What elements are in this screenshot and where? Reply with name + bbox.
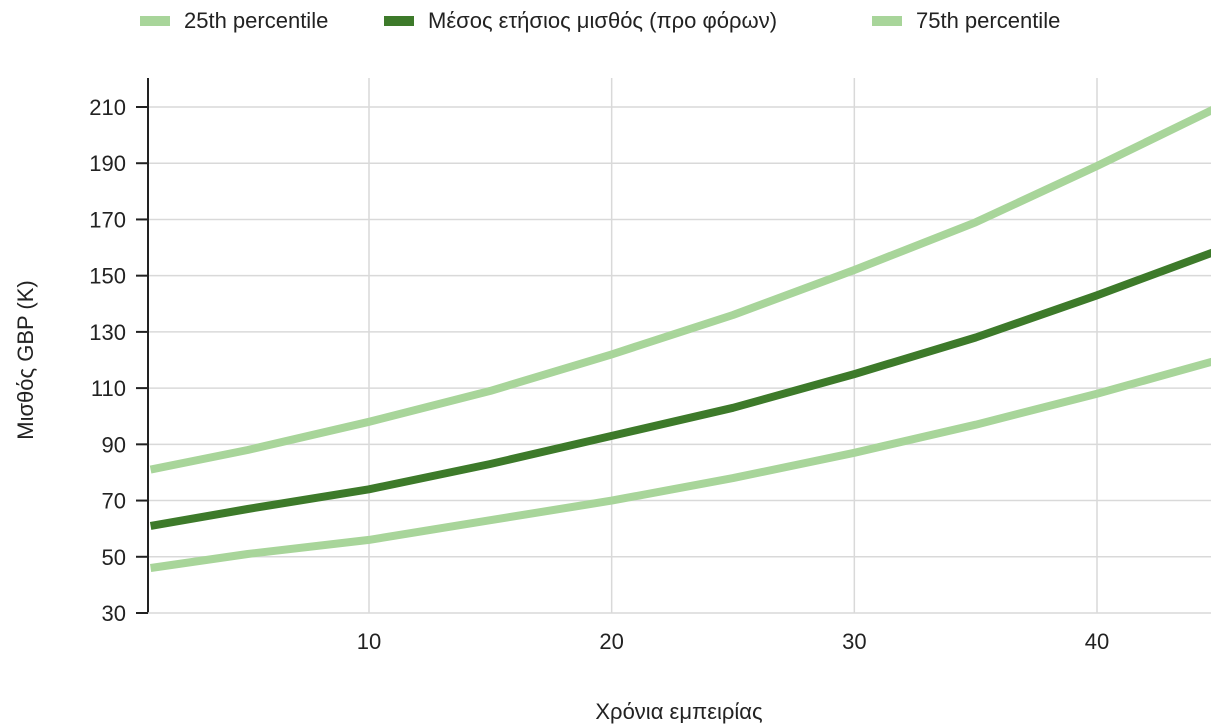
legend-label-75th: 75th percentile <box>916 8 1061 33</box>
y-tick-label: 90 <box>102 432 126 457</box>
axes: 30 50 70 90 110 130 150 170 190 210 10 20 30 40 <box>89 78 1211 654</box>
x-tick-label: 40 <box>1085 629 1109 654</box>
y-tick-label: 30 <box>102 601 126 626</box>
y-tick-label: 70 <box>102 489 126 514</box>
legend-item-25th: 25th percentile <box>140 6 328 36</box>
legend-label-mean: Μέσος ετήσιος μισθός (προ φόρων) <box>428 8 778 33</box>
grid <box>148 78 1211 613</box>
y-tick-label: 170 <box>89 207 126 232</box>
x-tick-label: 10 <box>357 629 381 654</box>
chart-legend: 25th percentile Μέσος ετήσιος μισθός (πρ… <box>0 6 1211 36</box>
x-axis-label: Χρόνια εμπειρίας <box>595 699 763 724</box>
series-line-25th <box>150 357 1211 572</box>
legend-swatch-75th <box>872 16 902 26</box>
y-tick-label: 190 <box>89 151 126 176</box>
y-tick-label: 210 <box>89 95 126 120</box>
x-tick-label: 30 <box>842 629 866 654</box>
y-tick-label: 150 <box>89 264 126 289</box>
legend-swatch-25th <box>140 16 170 26</box>
y-axis-label: Μισθός GBP (K) <box>13 280 38 440</box>
y-tick-label: 110 <box>91 376 126 401</box>
series-line-mean <box>149 248 1211 530</box>
series-lines <box>149 106 1211 572</box>
y-tick-label: 50 <box>102 545 126 570</box>
x-tick-label: 20 <box>599 629 623 654</box>
legend-item-75th: 75th percentile <box>872 6 1060 36</box>
y-tick-label: 130 <box>89 320 126 345</box>
legend-swatch-mean <box>384 16 414 26</box>
legend-item-mean: Μέσος ετήσιος μισθός (προ φόρων) <box>384 6 777 36</box>
legend-label-25th: 25th percentile <box>184 8 329 33</box>
series-line-75th <box>149 106 1211 474</box>
